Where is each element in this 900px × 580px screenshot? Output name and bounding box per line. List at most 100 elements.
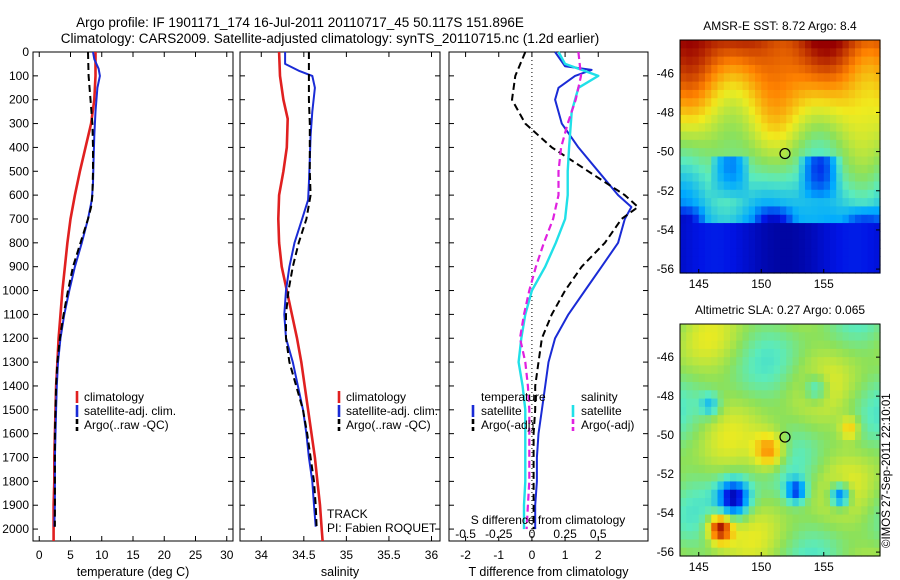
map-cell <box>817 248 825 257</box>
map-cell <box>755 498 762 507</box>
map-cell <box>836 164 844 174</box>
map-cell <box>692 481 700 491</box>
map-cell <box>798 106 806 116</box>
map-cell <box>730 373 737 383</box>
map-cell <box>798 440 806 449</box>
map-cell <box>755 181 762 191</box>
map-cell <box>705 148 712 158</box>
map-cell <box>842 415 850 425</box>
legend-title-salinity: salinity <box>581 390 618 404</box>
map-cell <box>736 506 744 516</box>
map-cell <box>836 448 844 458</box>
map-cell <box>823 373 831 383</box>
map-cell <box>867 73 875 83</box>
legend-entry: climatology <box>346 390 406 404</box>
map-cell <box>742 348 750 358</box>
map-cell <box>730 98 737 108</box>
map-cell <box>830 514 837 524</box>
map-cell <box>811 382 819 391</box>
map-cell <box>842 148 850 158</box>
map-cell <box>736 481 744 491</box>
map-cell <box>723 498 731 507</box>
map-cell <box>698 56 706 66</box>
map-cell <box>705 481 712 491</box>
map-cell <box>792 357 800 367</box>
map-cell <box>817 373 825 383</box>
map-cell <box>792 431 800 441</box>
map-cell <box>730 498 737 507</box>
map-cell <box>686 139 694 149</box>
map-cell <box>705 547 712 557</box>
map-cell <box>855 198 862 208</box>
map-cell <box>755 406 762 416</box>
map-cell <box>830 89 837 99</box>
map-cell <box>823 139 831 149</box>
map-cell <box>798 382 806 391</box>
map-cell <box>861 332 869 342</box>
map-cell <box>823 181 831 191</box>
map-cell <box>848 547 856 557</box>
map-cell <box>786 131 794 141</box>
map-cell <box>811 214 819 224</box>
map-cell <box>686 189 694 199</box>
map-cell <box>742 164 750 174</box>
map-cell <box>792 531 800 541</box>
map-cell <box>792 473 800 483</box>
map-cell <box>711 123 719 133</box>
map-cell <box>798 223 806 232</box>
map-cell <box>692 498 700 507</box>
map-cell <box>686 148 694 158</box>
map-cell <box>780 198 787 208</box>
map-cell <box>780 56 787 66</box>
map-cell <box>742 98 750 108</box>
map-cell <box>811 373 819 383</box>
map-cell <box>711 398 719 408</box>
map-cell <box>805 148 812 158</box>
map-cell <box>861 324 869 333</box>
map-cell <box>698 365 706 375</box>
map-cell <box>855 348 862 358</box>
map-cell <box>723 181 731 191</box>
map-cell <box>736 382 744 391</box>
map-cell <box>686 340 694 350</box>
map-cell <box>686 531 694 541</box>
map-cell <box>705 340 712 350</box>
map-cell <box>798 48 806 58</box>
map-cell <box>861 223 869 232</box>
map-cell <box>830 489 837 499</box>
map-cell <box>692 231 700 241</box>
map-cell <box>705 324 712 333</box>
map-cell <box>867 415 875 425</box>
map-cell <box>786 73 794 83</box>
map-cell <box>830 332 837 342</box>
map-cell <box>755 173 762 183</box>
map-cell <box>861 357 869 367</box>
map-cell <box>755 264 762 274</box>
map-cell <box>873 56 881 66</box>
map-cell <box>873 239 881 249</box>
map-cell <box>723 332 731 342</box>
map-cell <box>780 357 787 367</box>
map-cell <box>698 106 706 116</box>
map-cell <box>855 98 862 108</box>
x-tick-label: 36 <box>425 548 439 562</box>
map-cell <box>855 531 862 541</box>
map-cell <box>773 489 781 499</box>
map-cell <box>842 206 850 216</box>
map-cell <box>686 48 694 58</box>
map-cell <box>811 514 819 524</box>
map-cell <box>705 139 712 149</box>
legend-entry: Argo(-adj) <box>581 418 634 432</box>
map-cell <box>723 248 731 257</box>
map-cell <box>723 164 731 174</box>
map-cell <box>780 48 787 58</box>
map-cell <box>786 464 794 474</box>
map-cell <box>848 56 856 66</box>
map-cell <box>717 114 725 124</box>
map-cell <box>761 98 769 108</box>
map-cell <box>873 189 881 199</box>
map-cell <box>773 506 781 516</box>
map-cell <box>680 214 687 224</box>
map-cell <box>861 248 869 257</box>
map-cell <box>698 373 706 383</box>
